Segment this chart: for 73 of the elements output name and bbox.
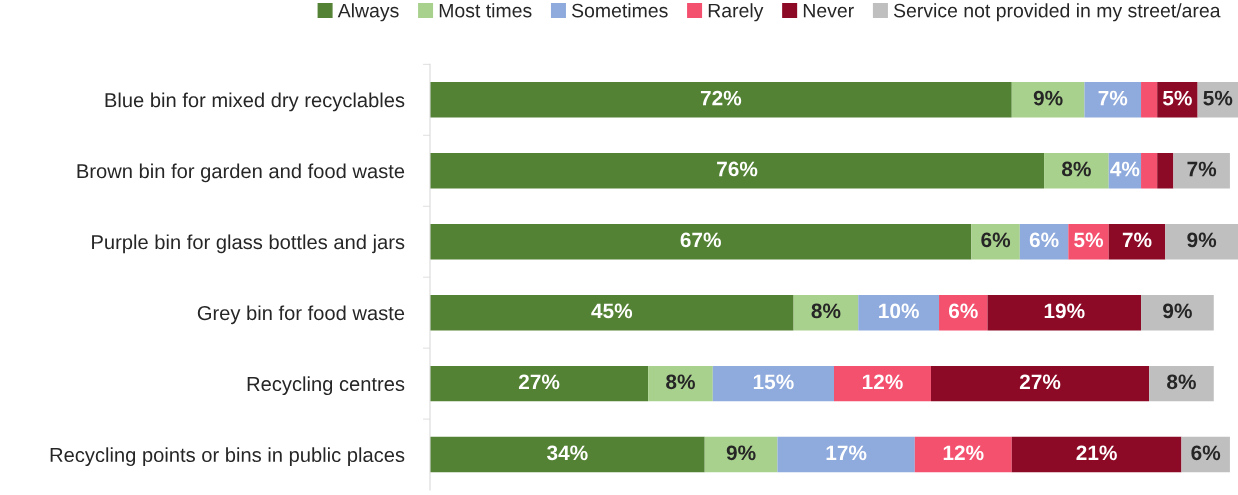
bar [430, 365, 649, 402]
bar [1108, 223, 1166, 260]
data-label: 8% [1167, 374, 1196, 390]
data-label: 5% [1074, 232, 1104, 248]
data-label: 8% [811, 303, 841, 319]
data-label: 9% [1187, 232, 1217, 248]
y-tick-label: Recycling centres [247, 376, 405, 396]
legend-label: Service not provided in my street/area [893, 3, 1221, 22]
data-label: 7% [1098, 90, 1128, 106]
data-label: 19% [1044, 303, 1085, 319]
data-label: 17% [826, 445, 867, 461]
bar [430, 82, 1012, 118]
data-label: 6% [948, 303, 978, 319]
legend-label: Never [803, 3, 854, 18]
legend-label: Sometimes [571, 3, 668, 18]
bar [1044, 153, 1109, 189]
bar [430, 294, 794, 331]
y-tick-label: Blue bin for mixed dry recyclables [105, 92, 405, 112]
legend-label: Always [337, 3, 399, 22]
data-label: 6% [1029, 232, 1059, 248]
y-tick-label: Purple bin for glass bottles and jars [92, 234, 405, 254]
data-label: 9% [1033, 90, 1063, 106]
bar [430, 223, 972, 260]
bar [1011, 436, 1182, 473]
data-label: 34% [546, 445, 588, 461]
data-label: 67% [680, 232, 721, 248]
bar [777, 436, 915, 473]
data-label: 72% [700, 90, 742, 106]
data-label: 7% [1122, 232, 1152, 248]
data-label: 12% [943, 445, 984, 461]
bar [648, 365, 713, 402]
bar [914, 436, 1012, 473]
data-label: 5% [1162, 90, 1192, 106]
legend-label: Rarely [708, 3, 764, 22]
bar [430, 153, 1045, 189]
data-label: 12% [862, 374, 903, 390]
data-label: 45% [591, 303, 633, 319]
bar [930, 365, 1150, 402]
data-label: 9% [1163, 303, 1192, 319]
data-label: 15% [753, 374, 794, 390]
data-label: 10% [879, 303, 919, 319]
data-label: 21% [1076, 445, 1117, 461]
bar [1173, 153, 1230, 189]
bar [712, 365, 834, 402]
bar [987, 294, 1142, 331]
bar [704, 436, 778, 473]
data-label: 9% [726, 445, 756, 461]
y-tick-label: Recycling points or bins in public places [50, 447, 405, 467]
data-label: 6% [981, 232, 1011, 248]
bar [1141, 153, 1158, 189]
data-label: 27% [1019, 374, 1061, 390]
bar [1157, 82, 1198, 118]
bar [1011, 82, 1085, 118]
bar [1165, 223, 1238, 260]
bar [1084, 82, 1142, 118]
bar [430, 436, 705, 473]
data-label: 8% [1062, 161, 1091, 177]
data-label: 8% [666, 374, 695, 390]
y-tick-label: Grey bin for food waste [197, 305, 405, 325]
bar [834, 365, 931, 402]
bar [1141, 82, 1158, 118]
data-label: 7% [1187, 161, 1217, 177]
data-label: 76% [717, 161, 758, 177]
data-label: 4% [1110, 161, 1140, 177]
legend-label: Most times [439, 3, 532, 18]
data-label: 6% [1191, 445, 1221, 461]
y-tick-label: Brown bin for garden and food waste [77, 163, 405, 183]
bar [1157, 153, 1174, 189]
bar [858, 294, 940, 331]
data-label: 5% [1203, 90, 1233, 106]
data-label: 27% [518, 374, 560, 390]
bar [1141, 294, 1214, 331]
bar [1149, 365, 1214, 402]
